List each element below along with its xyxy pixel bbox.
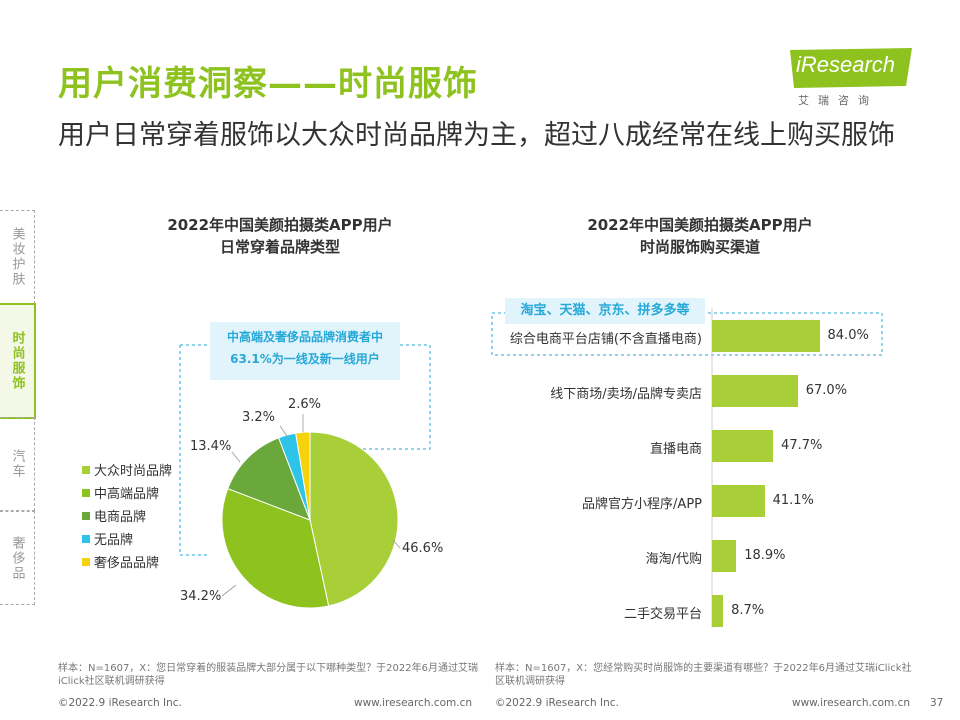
pie-leader-line [231, 451, 241, 463]
pie-leader-line [221, 584, 237, 597]
legend-swatch [82, 557, 90, 566]
right-footnote: 样本：N=1607，X：您经常购买时尚服饰的主要渠道有哪些？于2022年6月通过… [495, 663, 912, 687]
footer-copyright-left: ©2022.9 iResearch Inc. [58, 697, 182, 709]
bar [712, 430, 774, 462]
bar [712, 485, 765, 517]
bar [712, 375, 798, 407]
side-tab-luxury[interactable]: 奢侈品 [0, 511, 35, 605]
bar-chart-title: 2022年中国美颜拍摄类APP用户 时尚服饰购买渠道 [520, 214, 880, 258]
pie-leader-line [392, 539, 401, 549]
pie-value-label: 2.6% [288, 397, 321, 412]
bar-value-label: 18.9% [744, 548, 786, 563]
legend-label: 大众时尚品牌 [94, 464, 173, 479]
pie-callout: 中高端及奢侈品品牌消费者中63.1%为一线及新一线用户 [210, 322, 400, 380]
footer-url-right: www.iresearch.com.cn [792, 697, 911, 709]
logo-subtitle: 艾瑞咨询 [798, 94, 878, 107]
pie-slice [227, 437, 311, 521]
bar-category-label: 线下商场/卖场/品牌专卖店 [550, 387, 702, 402]
footer-url-left: www.iresearch.com.cn [354, 697, 473, 709]
pie-legend: 大众时尚品牌 中高端品牌电商品牌无品牌奢侈品品牌 [82, 458, 172, 573]
bar-category-label: 海淘/代购 [645, 552, 702, 567]
legend-label: 中高端品牌 [94, 487, 160, 502]
bar-category-label: 综合电商平台店铺(不含直播电商) [509, 332, 702, 347]
bar [712, 595, 724, 627]
page-number: 37 [930, 697, 944, 709]
bar-value-label: 67.0% [805, 383, 848, 398]
logo-name: iResearch [796, 52, 896, 77]
legend-label: 无品牌 [94, 533, 134, 548]
legend-item: 大众时尚品牌 [82, 458, 172, 481]
legend-swatch [82, 511, 90, 520]
legend-item: 无品牌 [82, 527, 172, 550]
bar-chart-title-line1: 2022年中国美颜拍摄类APP用户 [587, 216, 813, 234]
pie-slice [277, 432, 311, 521]
pie-slice [309, 431, 399, 607]
bar-value-label: 41.1% [772, 493, 814, 508]
pie-value-label: 13.4% [190, 439, 231, 454]
ecommerce-platform-tag: 淘宝、天猫、京东、拼多多等 [505, 298, 705, 324]
pie-leader-line [279, 425, 288, 437]
page-subtitle: 用户日常穿着服饰以大众时尚品牌为主，超过八成经常在线上购买服饰 [58, 120, 895, 151]
legend-label: 电商品牌 [94, 510, 147, 525]
legend-label: 奢侈品品牌 [94, 556, 160, 571]
legend-item: 奢侈品品牌 [82, 550, 172, 573]
callout-bracket-left [179, 345, 208, 556]
pie-slice [221, 487, 330, 609]
bar [712, 540, 737, 572]
bar [712, 320, 820, 352]
side-tab-beauty[interactable]: 美妆护肤 [0, 210, 35, 304]
legend-swatch [82, 465, 90, 474]
legend-item: 电商品牌 [82, 504, 172, 527]
bar-category-label: 直播电商 [649, 442, 702, 457]
pie-chart-title-line1: 2022年中国美颜拍摄类APP用户 [167, 216, 393, 234]
bar-category-label: 二手交易平台 [623, 607, 702, 622]
left-footnote: 样本：N=1607，X：您日常穿着的服装品牌大部分属于以下哪种类型？于2022年… [58, 663, 478, 687]
pie-value-label: 34.2% [180, 589, 221, 604]
bar-chart-title-line2: 时尚服饰购买渠道 [639, 238, 760, 256]
footer-copyright-right: ©2022.9 iResearch Inc. [495, 697, 619, 709]
legend-item: 中高端品牌 [82, 481, 172, 504]
pie-slice [295, 431, 311, 521]
side-tab-label: 奢侈品 [9, 535, 25, 581]
side-tab-label: 汽车 [9, 449, 25, 479]
pie-value-label: 3.2% [242, 410, 275, 425]
side-tab-label: 美妆护肤 [9, 227, 25, 287]
page-title: 用户消费洞察——时尚服饰 [58, 64, 478, 104]
side-tab-fashion[interactable]: 时尚服饰 [0, 303, 36, 419]
side-tab-label: 时尚服饰 [9, 331, 25, 391]
iresearch-logo: iResearch 艾瑞咨询 [790, 48, 920, 108]
bar-value-label: 84.0% [827, 328, 869, 343]
side-tab-auto[interactable]: 汽车 [0, 417, 35, 511]
logo-banner-icon [790, 48, 912, 88]
bar-value-label: 47.7% [781, 438, 823, 453]
pie-value-label: 46.6% [402, 541, 443, 556]
legend-swatch [82, 534, 90, 543]
bar-value-label: 8.7% [731, 603, 765, 618]
pie-chart-title: 2022年中国美颜拍摄类APP用户 日常穿着品牌类型 [110, 214, 450, 258]
pie-chart-title-line2: 日常穿着品牌类型 [219, 238, 340, 256]
legend-swatch [82, 488, 90, 497]
bar-category-label: 品牌官方小程序/APP [582, 497, 702, 512]
